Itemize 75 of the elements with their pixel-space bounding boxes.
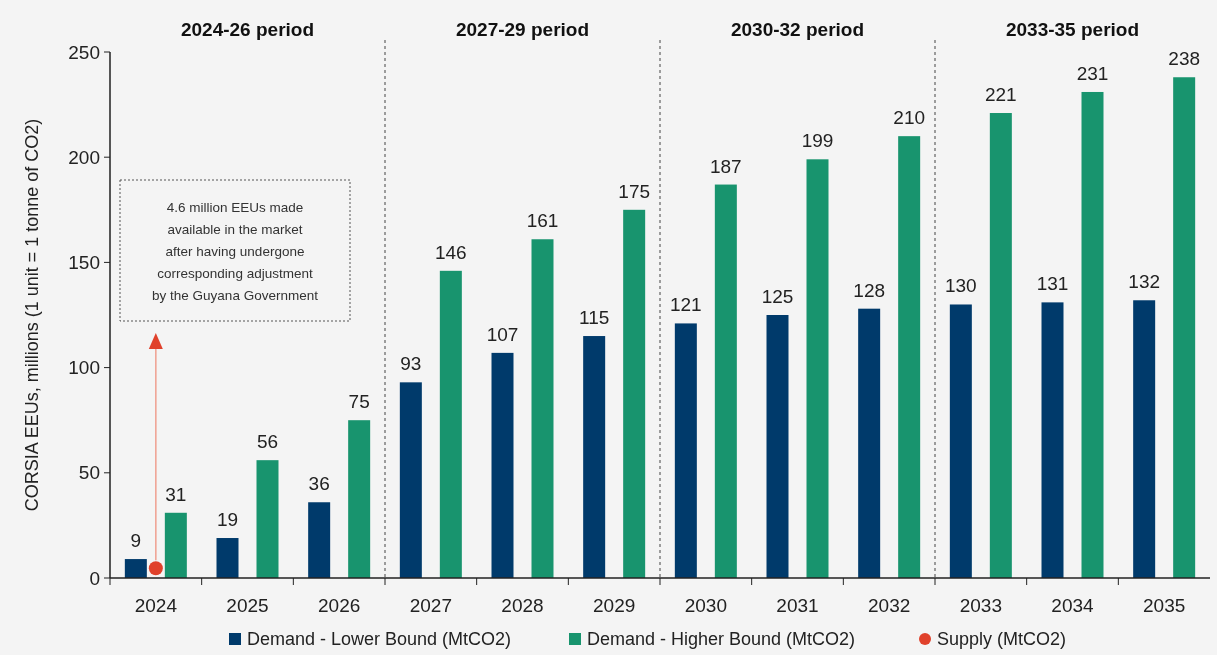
bar (623, 209, 646, 578)
bar (256, 460, 279, 578)
data-label: 146 (434, 241, 467, 263)
text: 2027-29 period (455, 19, 590, 40)
data-label: 199 (801, 130, 834, 152)
bar (806, 159, 829, 578)
bar (858, 308, 881, 578)
y-tick-label: 0 (89, 567, 100, 589)
x-tick-label: 2025 (226, 595, 269, 616)
data-label: 56 (256, 431, 279, 453)
bar (583, 336, 606, 578)
data-label: 231 (1076, 62, 1109, 84)
data-label: 238 (1168, 48, 1201, 70)
data-label: 131 (1036, 273, 1069, 295)
data-label: 161 (526, 210, 559, 232)
data-label: 107 (486, 323, 519, 345)
data-label: 121 (669, 294, 702, 316)
y-tick-label: 150 (68, 252, 100, 274)
data-label: 9 (130, 530, 142, 552)
data-label: 210 (893, 107, 926, 129)
data-label: 175 (618, 180, 651, 202)
x-tick-label: 2026 (318, 595, 361, 616)
data-label: 75 (348, 391, 370, 413)
text: 2030-32 period (730, 19, 865, 40)
x-tick-label: 2035 (1143, 595, 1186, 616)
bar (898, 136, 921, 578)
bar (216, 538, 239, 578)
annotation: 4.6 million EEUs made available in the market after having undergone corresponding adjustment by the Guyana Government (152, 200, 319, 303)
bar (766, 315, 789, 578)
bar (989, 113, 1012, 578)
data-label: 31 (165, 483, 187, 505)
bar (399, 382, 422, 578)
x-tick-label: 2029 (593, 595, 636, 616)
bar (124, 559, 147, 578)
legend-label: Demand - Lower Bound (MtCO2) (247, 629, 512, 649)
bar (439, 270, 462, 578)
x-tick-label: 2024 (134, 595, 178, 616)
data-label: 93 (400, 353, 422, 375)
bar (674, 323, 697, 578)
bar (714, 184, 737, 578)
data-label: 132 (1128, 271, 1161, 293)
data-label: 19 (216, 509, 239, 531)
bar (1173, 77, 1196, 578)
data-label: 221 (984, 84, 1017, 106)
data-label: 130 (944, 275, 977, 297)
data-label: 187 (709, 155, 742, 177)
x-tick-label: 2030 (684, 595, 727, 616)
bar (949, 304, 972, 578)
data-label: 36 (308, 473, 330, 495)
y-tick-label: 250 (68, 41, 100, 63)
x-tick-label: 2034 (1051, 595, 1095, 616)
x-tick-label: 2031 (776, 595, 819, 616)
bar (531, 239, 554, 578)
bar (491, 352, 514, 578)
x-tick-label: 2027 (409, 595, 452, 616)
data-label: 115 (579, 307, 610, 329)
y-tick-label: 100 (68, 357, 100, 379)
x-tick-label: 2028 (501, 595, 544, 616)
legend-label: Supply (MtCO2) (937, 629, 1067, 649)
x-tick-label: 2032 (868, 595, 911, 616)
text: 2033-35 period (1005, 19, 1140, 40)
data-label: 128 (853, 279, 886, 301)
bar (164, 512, 187, 578)
y-tick-label: 50 (78, 462, 100, 484)
bar (348, 420, 371, 578)
bar (1081, 91, 1104, 578)
y-axis-title: CORSIA EEUs, millions (1 unit = 1 tonne of CO2) (22, 118, 42, 512)
data-label: 125 (761, 286, 794, 307)
legend-label: Demand - Higher Bound (MtCO2) (587, 629, 856, 649)
text: 2024-26 period (180, 19, 315, 40)
y-tick-label: 200 (68, 146, 100, 168)
bar (1133, 300, 1156, 578)
bar (308, 502, 331, 578)
bar (1041, 302, 1064, 578)
x-tick-label: 2033 (959, 595, 1002, 616)
